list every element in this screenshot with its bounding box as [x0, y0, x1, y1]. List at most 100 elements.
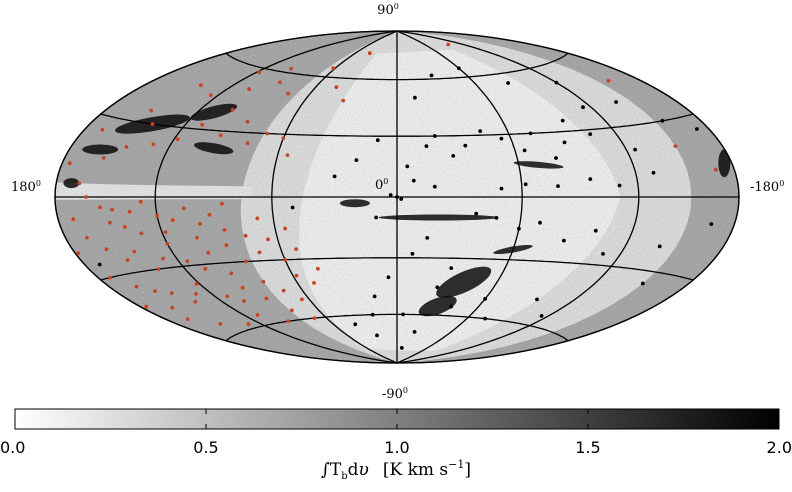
source-point	[85, 235, 89, 240]
source-point	[560, 118, 565, 123]
source-point	[593, 228, 598, 233]
source-point	[193, 299, 198, 304]
source-point	[245, 141, 250, 146]
source-point	[386, 275, 391, 280]
colorbar-tick-label: 2.0	[767, 438, 792, 457]
source-point	[218, 322, 223, 326]
colorbar-ticks: 0.0 0.5 1.0 1.5 2.0	[0, 409, 792, 457]
source-point	[77, 181, 82, 186]
source-point	[149, 108, 154, 113]
source-point	[264, 296, 269, 301]
source-point	[71, 217, 76, 222]
source-point	[240, 285, 245, 290]
source-point	[449, 304, 453, 309]
source-point	[194, 282, 199, 286]
source-point	[312, 281, 316, 285]
source-point	[617, 183, 622, 188]
source-point	[169, 291, 174, 296]
source-point	[535, 297, 539, 302]
source-point	[449, 266, 454, 270]
source-point	[255, 313, 260, 317]
source-point	[562, 140, 567, 145]
source-point	[673, 144, 678, 149]
source-point	[203, 267, 208, 271]
source-point	[161, 256, 165, 261]
source-point	[286, 319, 290, 324]
source-point	[175, 137, 180, 142]
label-bottom: -900	[382, 386, 408, 402]
colorbar-tick-label: 0.0	[0, 438, 25, 457]
source-point	[432, 184, 437, 189]
source-point	[185, 259, 190, 264]
label-top: 900	[377, 2, 399, 18]
source-point	[281, 136, 286, 141]
source-point	[411, 178, 416, 183]
source-point	[517, 226, 521, 231]
source-point	[410, 251, 415, 256]
source-point	[104, 247, 109, 252]
source-point	[375, 333, 379, 338]
source-point	[300, 297, 304, 302]
source-point	[601, 252, 605, 256]
source-point	[657, 244, 662, 249]
dark-cloud	[339, 199, 370, 208]
source-point	[195, 235, 200, 240]
source-point	[200, 122, 205, 127]
source-point	[134, 284, 139, 289]
source-point	[281, 288, 286, 293]
source-point	[150, 122, 155, 126]
source-point	[285, 153, 290, 158]
source-point	[714, 167, 718, 172]
source-point	[247, 87, 252, 92]
source-point	[334, 85, 339, 89]
source-point	[290, 308, 294, 313]
source-point	[289, 66, 293, 71]
dark-cloud	[418, 295, 457, 317]
source-point	[123, 225, 127, 229]
source-point	[556, 184, 560, 189]
source-point	[614, 100, 618, 104]
source-point	[283, 257, 287, 262]
dark-cloud	[193, 142, 234, 155]
dark-cloud	[436, 266, 492, 298]
source-point	[124, 145, 129, 149]
source-point	[506, 81, 510, 85]
source-point	[207, 212, 212, 217]
dark-cloud	[718, 149, 731, 178]
source-point	[199, 83, 203, 88]
source-point	[425, 236, 430, 240]
source-point	[144, 304, 149, 309]
source-point	[372, 294, 377, 299]
source-point	[370, 312, 375, 317]
source-point	[456, 66, 461, 71]
source-point	[101, 156, 106, 160]
source-point	[165, 241, 170, 246]
source-point	[185, 317, 190, 321]
source-point	[208, 93, 213, 97]
source-point	[138, 199, 143, 204]
source-point	[523, 182, 528, 187]
source-point	[229, 271, 234, 276]
source-point	[261, 279, 266, 284]
label-left: 1800	[11, 179, 41, 195]
source-point	[265, 131, 269, 136]
dark-cloud	[63, 178, 80, 189]
source-point	[562, 238, 566, 243]
source-point	[266, 237, 270, 242]
source-point	[499, 136, 504, 141]
source-point	[606, 78, 611, 83]
source-point	[554, 156, 558, 160]
source-point	[244, 259, 248, 264]
source-point	[463, 143, 468, 148]
source-point	[451, 154, 456, 158]
dark-cloud	[82, 144, 119, 155]
source-point	[222, 228, 227, 232]
source-point	[435, 285, 440, 290]
source-point	[412, 330, 417, 334]
source-point	[499, 186, 504, 191]
source-point	[286, 91, 290, 96]
label-center: 00	[375, 177, 388, 193]
source-point	[218, 133, 223, 138]
source-markers	[67, 42, 718, 350]
